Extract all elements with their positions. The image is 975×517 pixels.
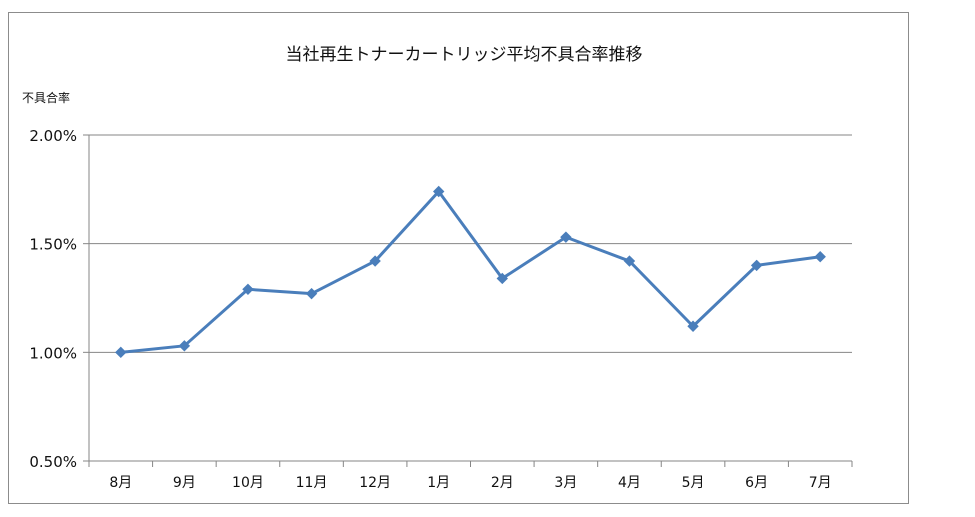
y-tick-label: 2.00% bbox=[29, 127, 77, 145]
data-point bbox=[242, 283, 254, 296]
data-point bbox=[814, 250, 826, 263]
x-tick-label: 11月 bbox=[296, 475, 328, 491]
x-tick-label: 5月 bbox=[682, 475, 705, 491]
y-axis-label: 不具合率 bbox=[22, 90, 70, 105]
data-point bbox=[115, 346, 127, 359]
x-tick-label: 1月 bbox=[427, 475, 450, 491]
y-tick-label: 1.50% bbox=[29, 236, 77, 254]
y-tick-label: 0.50% bbox=[29, 453, 77, 471]
x-tick-label: 9月 bbox=[173, 475, 196, 491]
data-point bbox=[305, 287, 318, 300]
x-tick-label: 4月 bbox=[618, 475, 641, 491]
data-point bbox=[496, 272, 508, 285]
series bbox=[115, 185, 826, 359]
x-tick-label: 7月 bbox=[809, 475, 832, 491]
chart-frame bbox=[8, 12, 909, 504]
series-line bbox=[120, 190, 821, 354]
x-tick-label: 3月 bbox=[554, 475, 577, 491]
y-tick-labels: 0.50% 1.00% 1.50% 2.00% bbox=[29, 127, 77, 471]
x-tick-label: 8月 bbox=[109, 475, 132, 491]
data-point bbox=[433, 185, 445, 198]
data-point bbox=[623, 255, 636, 267]
data-point bbox=[369, 255, 381, 267]
x-tick-label: 12月 bbox=[359, 475, 391, 491]
x-tick-labels: 8月 9月 10月 11月 12月 1月 2月 3月 4月 5月 6月 7月 bbox=[109, 475, 831, 491]
chart-title: 当社再生トナーカートリッジ平均不具合率推移 bbox=[286, 45, 643, 65]
axes bbox=[83, 134, 853, 467]
data-point bbox=[750, 259, 763, 272]
y-tick-label: 1.00% bbox=[29, 344, 77, 362]
gridlines bbox=[89, 134, 852, 353]
data-point bbox=[178, 340, 191, 352]
x-tick-label: 10月 bbox=[232, 475, 264, 491]
x-tick-label: 2月 bbox=[491, 475, 514, 491]
data-point bbox=[687, 320, 699, 332]
data-point bbox=[560, 231, 572, 243]
x-tick-label: 6月 bbox=[745, 475, 768, 491]
